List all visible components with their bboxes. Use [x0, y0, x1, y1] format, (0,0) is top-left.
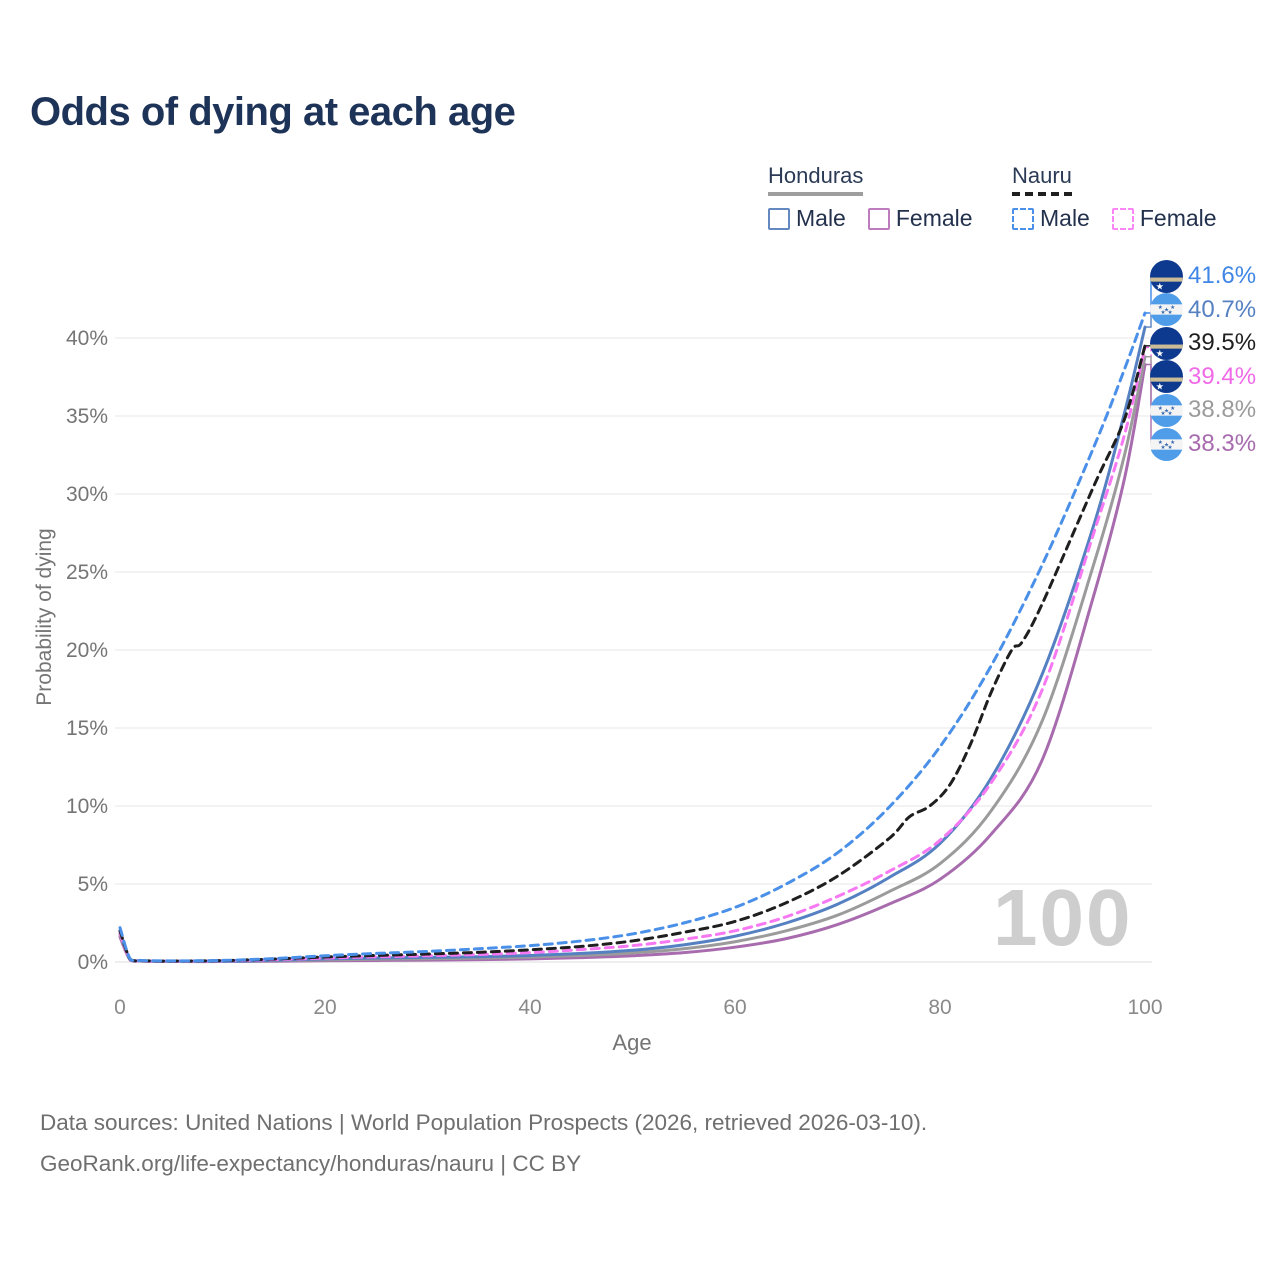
- footer: Data sources: United Nations | World Pop…: [40, 1102, 927, 1184]
- svg-text:★: ★: [1167, 410, 1172, 417]
- page-title: Odds of dying at each age: [30, 90, 516, 134]
- legend-group-title: Honduras: [768, 163, 864, 196]
- y-axis-title: Probability of dying: [33, 528, 56, 706]
- end-label-value: 39.5%: [1188, 329, 1257, 357]
- legend-item-label: Female: [1139, 205, 1217, 231]
- watermark-age-100: 100: [993, 873, 1133, 962]
- end-label-value: 38.8%: [1188, 396, 1257, 424]
- series-line-honduras_male: [118, 325, 1147, 963]
- svg-text:★: ★: [1156, 382, 1164, 393]
- x-tick-label: 100: [1127, 996, 1162, 1019]
- svg-text:★: ★: [1164, 307, 1169, 314]
- svg-text:★: ★: [1160, 443, 1165, 450]
- x-tick-label: 20: [313, 996, 336, 1019]
- legend-group-honduras: Honduras Male Female: [768, 163, 995, 232]
- nauru-flag-icon: ★: [1150, 360, 1183, 394]
- y-tick-label: 20%: [66, 639, 108, 662]
- footer-attribution: GeoRank.org/life-expectancy/honduras/nau…: [40, 1151, 582, 1176]
- legend-checkbox[interactable]: [1012, 207, 1034, 230]
- x-axis-title: Age: [612, 1030, 652, 1055]
- legend-item-label: Female: [895, 205, 973, 231]
- series-line-nauru_female: [118, 345, 1147, 963]
- end-label-row-honduras_male: ★ ★ ★ ★ ★ 40.7%: [1150, 293, 1256, 327]
- legend-item-nauru-female[interactable]: Female: [1111, 205, 1217, 232]
- x-tick-label: 40: [518, 996, 541, 1019]
- svg-text:★: ★: [1156, 281, 1164, 292]
- svg-text:★: ★: [1158, 304, 1163, 311]
- end-label-row-nauru_male: ★ 41.6%: [1150, 259, 1256, 293]
- svg-text:★: ★: [1160, 410, 1165, 417]
- legend-group-title: Nauru: [1012, 163, 1072, 196]
- x-tick-label: 0: [114, 996, 126, 1019]
- x-tick-label: 80: [928, 996, 951, 1019]
- svg-text:★: ★: [1167, 309, 1172, 316]
- svg-text:★: ★: [1158, 405, 1163, 412]
- nauru-flag-icon: ★: [1150, 259, 1183, 293]
- svg-text:★: ★: [1164, 407, 1169, 414]
- end-label-row-honduras_female: ★ ★ ★ ★ ★ 38.3%: [1150, 427, 1256, 461]
- svg-text:★: ★: [1170, 439, 1175, 446]
- honduras-flag-icon: ★★ ★ ★ ★: [1150, 293, 1183, 327]
- x-tick-label: 60: [723, 996, 746, 1019]
- end-label-row-nauru_total: ★ 39.5%: [1150, 326, 1256, 360]
- honduras-flag-icon: ★★ ★ ★ ★: [1150, 393, 1183, 427]
- y-tick-label: 15%: [66, 717, 108, 740]
- legend-item-honduras-male[interactable]: Male: [768, 205, 846, 232]
- y-tick-label: 0%: [78, 951, 108, 974]
- y-tick-label: 25%: [66, 561, 108, 584]
- legend-item-label: Male: [1040, 205, 1090, 231]
- end-label-row-honduras_total: ★ ★ ★ ★ ★ 38.8%: [1150, 393, 1256, 427]
- y-tick-label: 30%: [66, 483, 108, 506]
- end-label-value: 41.6%: [1188, 262, 1257, 289]
- nauru-flag-icon: ★: [1150, 326, 1183, 360]
- y-tick-label: 40%: [66, 327, 108, 350]
- legend-item-label: Male: [796, 205, 846, 231]
- svg-text:★: ★: [1156, 348, 1164, 359]
- svg-text:★: ★: [1170, 304, 1175, 311]
- series-line-honduras_total: [118, 355, 1147, 963]
- y-tick-label: 35%: [66, 405, 108, 428]
- legend-item-honduras-female[interactable]: Female: [867, 205, 973, 232]
- series-line-nauru_total: [118, 344, 1147, 963]
- footer-data-sources: Data sources: United Nations | World Pop…: [40, 1110, 928, 1135]
- series-line-honduras_female: [118, 363, 1147, 964]
- end-label-value: 38.3%: [1188, 430, 1257, 457]
- svg-text:★: ★: [1158, 439, 1163, 446]
- end-label-value: 40.7%: [1188, 295, 1257, 323]
- end-label-row-nauru_female: ★ 39.4%: [1150, 360, 1256, 394]
- legend-group-nauru: Nauru Male Female: [1012, 163, 1239, 232]
- svg-text:★: ★: [1170, 405, 1175, 412]
- svg-text:★: ★: [1167, 443, 1172, 450]
- legend-checkbox[interactable]: [1111, 207, 1134, 230]
- legend-checkbox[interactable]: [768, 207, 790, 230]
- svg-text:★: ★: [1160, 309, 1165, 316]
- honduras-flag-icon: ★★ ★ ★ ★: [1150, 427, 1183, 461]
- legend: Honduras Male Female Nauru Male Female: [0, 163, 1280, 243]
- end-label-value: 39.4%: [1188, 362, 1257, 390]
- legend-item-nauru-male[interactable]: Male: [1012, 205, 1090, 232]
- y-tick-label: 5%: [78, 873, 108, 896]
- series-line-nauru_male: [118, 311, 1147, 963]
- legend-checkbox[interactable]: [867, 207, 890, 230]
- y-tick-label: 10%: [66, 795, 108, 818]
- svg-text:★: ★: [1164, 441, 1169, 448]
